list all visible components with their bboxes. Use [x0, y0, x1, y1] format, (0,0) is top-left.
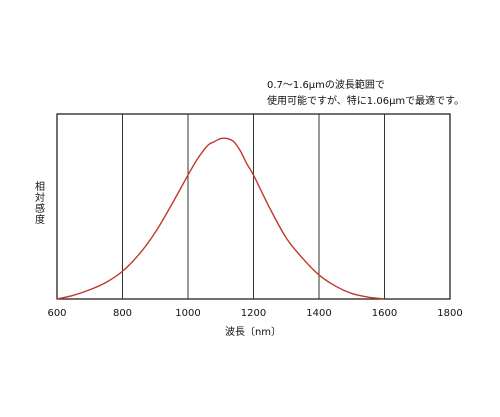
x-tick-label-800: 800	[113, 308, 132, 319]
series-line-sensitivity	[56, 137, 385, 300]
plot-frame	[56, 113, 451, 300]
y-axis-label-char: 相	[35, 180, 45, 193]
x-tick-label-600: 600	[47, 308, 66, 319]
y-axis-label-char: 感	[35, 202, 45, 215]
chart-annotation: 0.7〜1.6μmの波長範囲で 使用可能ですが、特に1.06μmで最適です。	[267, 78, 464, 107]
x-tick-label-1800: 1800	[437, 308, 462, 319]
y-axis-label-char: 対	[35, 191, 45, 204]
x-tick-label-1200: 1200	[241, 308, 266, 319]
x-tick-label-1000: 1000	[175, 308, 200, 319]
x-axis-tick-labels: 600 800 1000 1200 1400 1600 1800	[47, 308, 462, 319]
annotation-line-2: 使用可能ですが、特に1.06μmで最適です。	[267, 94, 464, 107]
grid-lines	[122, 114, 385, 299]
annotation-line-1: 0.7〜1.6μmの波長範囲で	[267, 78, 385, 91]
x-tick-label-1600: 1600	[372, 308, 397, 319]
y-axis-label-char: 度	[35, 213, 45, 226]
x-axis-label: 波長〔nm〕	[225, 325, 281, 338]
x-tick-label-1400: 1400	[306, 308, 331, 319]
